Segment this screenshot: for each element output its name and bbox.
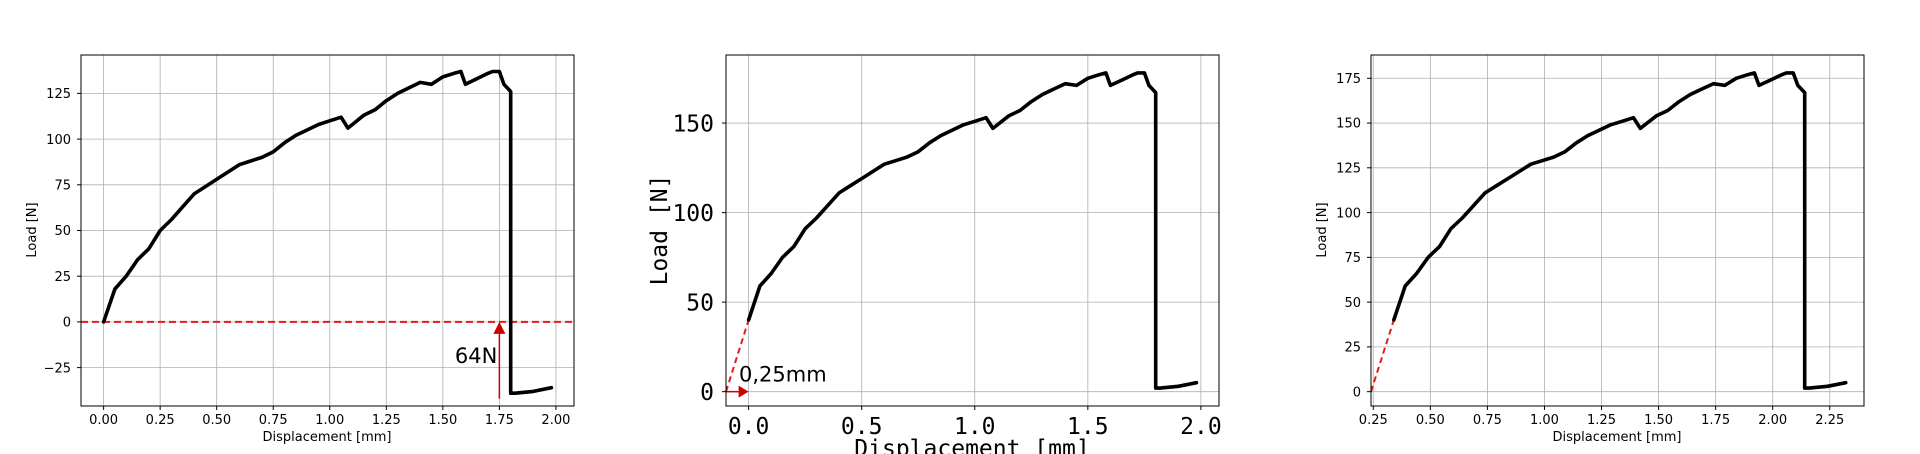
x-tick-label: 0.25 <box>146 413 175 428</box>
data-series-line <box>1392 71 1848 390</box>
x-tick-label: 1.50 <box>1644 413 1673 428</box>
annotation-label: 0,25mm <box>739 363 827 387</box>
reference-line <box>725 319 750 392</box>
x-tick-label: 0.00 <box>89 413 118 428</box>
x-tick-label: 0.50 <box>202 413 231 428</box>
series-lines <box>101 69 554 396</box>
series-lines <box>746 71 1199 390</box>
data-series-line <box>746 71 1199 390</box>
x-tick-label: 2.0 <box>1180 414 1222 440</box>
x-tick-label: 2.00 <box>541 413 570 428</box>
series-lines <box>1392 71 1848 390</box>
y-tick-label: 25 <box>1344 341 1361 356</box>
x-tick-label: 1.25 <box>372 413 401 428</box>
y-tick-label: 175 <box>1336 72 1361 87</box>
x-axis-label: Displacement [mm] <box>1553 430 1682 445</box>
annotations: 64N <box>455 321 506 399</box>
y-tick-label: 100 <box>672 201 714 227</box>
plot-area <box>1371 55 1864 406</box>
y-tick-label: 50 <box>686 290 714 316</box>
x-tick-label: 1.0 <box>954 414 996 440</box>
y-tick-label: 150 <box>1336 117 1361 132</box>
reference-line <box>1370 319 1395 392</box>
y-tick-label: 150 <box>672 111 714 137</box>
y-tick-label: 125 <box>1336 162 1361 177</box>
annotations: 0,25mm <box>726 363 827 398</box>
x-tick-label: 1.75 <box>485 413 514 428</box>
y-tick-label: 50 <box>1344 296 1361 311</box>
y-tick-label: 125 <box>46 87 71 102</box>
data-series-line <box>101 69 554 396</box>
x-tick-label: 0.25 <box>1359 413 1388 428</box>
x-tick-labels: 0.0 0.5 1.0 1.5 2.0 <box>728 406 1222 440</box>
arrow-head <box>738 385 749 398</box>
x-tick-labels: 0.25 0.50 0.75 1.00 1.25 1.50 1.75 2.00 2.25 <box>1359 406 1844 428</box>
x-axis-label: Displacement [mm] <box>854 436 1089 454</box>
y-tick-label: 0 <box>700 380 714 406</box>
x-tick-label: 2.25 <box>1815 413 1844 428</box>
x-tick-label: 1.5 <box>1067 414 1109 440</box>
y-axis-label: Load [N] <box>1315 202 1330 257</box>
x-tick-label: 0.75 <box>1473 413 1502 428</box>
arrow-head <box>493 321 506 334</box>
y-tick-label: 100 <box>1336 206 1361 221</box>
x-tick-labels: 0.00 0.25 0.50 0.75 1.00 1.25 1.50 1.75 2.00 <box>89 406 570 428</box>
y-tick-label: 75 <box>54 178 71 193</box>
x-tick-label: 0.75 <box>259 413 288 428</box>
y-tick-label: 25 <box>54 270 71 285</box>
x-tick-label: 0.0 <box>728 414 770 440</box>
y-tick-labels: 0 25 50 75 100 125 150 175 <box>1336 72 1371 400</box>
x-tick-label: 2.00 <box>1758 413 1787 428</box>
x-tick-label: 1.00 <box>315 413 344 428</box>
x-tick-label: 0.50 <box>1416 413 1445 428</box>
plot-area <box>726 55 1219 406</box>
annotation-label: 64N <box>455 344 497 368</box>
plot-frame <box>1370 54 1865 407</box>
x-tick-label: 1.00 <box>1530 413 1559 428</box>
chart-panel-left: 64N 0.00 0.25 0.50 0.75 1.00 1.25 1.50 1.75 2.00… <box>25 54 575 445</box>
x-tick-label: 1.75 <box>1701 413 1730 428</box>
y-tick-label: 75 <box>1344 251 1361 266</box>
extrapolation-line <box>1370 319 1395 392</box>
x-tick-label: 1.25 <box>1587 413 1616 428</box>
y-tick-label: −25 <box>44 361 71 376</box>
y-axis-label: Load [N] <box>647 175 673 286</box>
y-tick-label: 0 <box>63 316 71 331</box>
y-tick-label: 0 <box>1353 385 1361 400</box>
y-tick-labels: −25 0 25 50 75 100 125 <box>44 87 81 376</box>
y-tick-labels: 0 50 100 150 <box>672 111 726 406</box>
plot-frame <box>725 54 1220 407</box>
y-tick-label: 50 <box>54 224 71 239</box>
x-tick-label: 0.5 <box>841 414 883 440</box>
grid-lines <box>726 55 1219 406</box>
chart-panel-middle: 0,25mm 0.0 0.5 1.0 1.5 2.0 0 50 100 150 Displac… <box>647 54 1222 454</box>
extrapolation-line <box>725 319 750 392</box>
y-axis-label: Load [N] <box>25 202 40 257</box>
y-tick-label: 100 <box>46 133 71 148</box>
chart-panel-right: 0.25 0.50 0.75 1.00 1.25 1.50 1.75 2.00 2.25 0 25… <box>1315 54 1865 445</box>
x-axis-label: Displacement [mm] <box>263 430 392 445</box>
x-tick-label: 1.50 <box>428 413 457 428</box>
